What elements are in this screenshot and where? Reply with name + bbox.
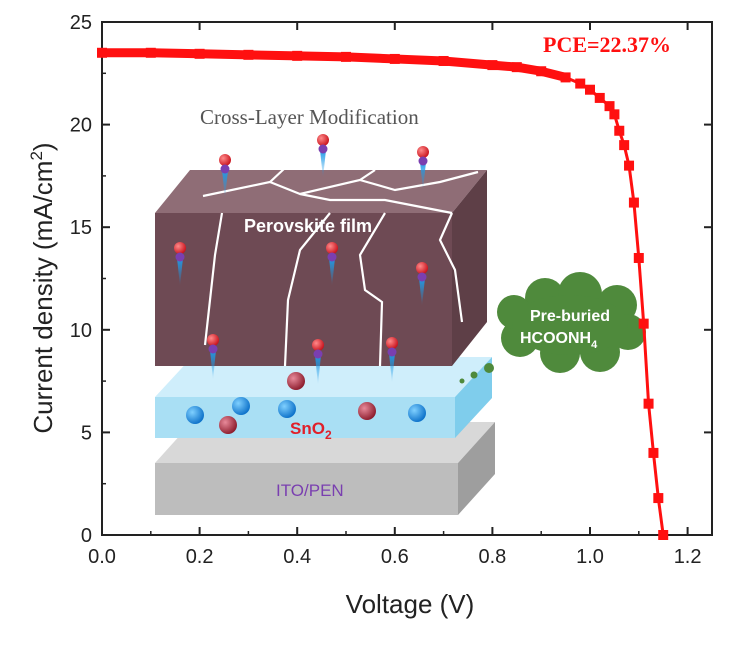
x-tick-label: 0.0 [88, 546, 116, 568]
jv-data-point [614, 125, 625, 136]
jv-data-point [643, 398, 654, 409]
jv-data-point [438, 55, 449, 66]
x-tick-label: 0.4 [283, 546, 311, 568]
perovskite-film-label: Perovskite film [244, 216, 372, 236]
jv-data-point [658, 530, 669, 540]
x-tick-label: 1.0 [576, 546, 604, 568]
jv-data-point [341, 51, 351, 62]
jv-data-point [292, 50, 303, 61]
jv-data-point [575, 78, 586, 89]
perovskite-layer [155, 167, 487, 367]
sno2-layer [155, 357, 492, 438]
y-tick-label: 15 [70, 217, 92, 239]
jv-data-point [604, 101, 615, 112]
jv-data-point [624, 160, 635, 171]
jv-data-point [194, 48, 205, 59]
jv-data-point [145, 47, 156, 58]
jv-data-point [628, 197, 639, 208]
y-axis-title: Current density (mA/cm2) [27, 142, 58, 433]
sno2-particles [186, 372, 426, 434]
y-tick-label: 5 [81, 422, 92, 444]
jv-data-point [511, 62, 522, 73]
y-tick-label: 25 [70, 12, 92, 34]
device-illustration [155, 134, 646, 515]
ito-pen-label: ITO/PEN [276, 481, 344, 500]
x-tick-label: 0.6 [381, 546, 409, 568]
y-tick-label: 0 [81, 525, 92, 547]
cloud-label-line1: Pre-buried [530, 308, 610, 325]
jv-data-point [594, 92, 605, 103]
y-tick-label: 20 [70, 115, 92, 137]
series-layer [97, 47, 669, 540]
y-axis-ticks: 0 5 10 15 20 25 [70, 12, 712, 547]
y-tick-label: 10 [70, 320, 92, 342]
hcoonh4-cloud [459, 272, 646, 384]
sno2-label: SnO2 [290, 419, 332, 442]
jv-data-point [243, 49, 254, 60]
x-tick-label: 0.8 [478, 546, 506, 568]
jv-data-point [487, 60, 498, 71]
inset-caption: Cross-Layer Modification [200, 105, 419, 129]
jv-data-point [536, 66, 547, 77]
jv-data-point [97, 47, 107, 58]
x-axis-title: Voltage (V) [346, 589, 475, 619]
jv-data-point [619, 140, 630, 151]
jv-data-point [638, 318, 649, 329]
jv-data-point [560, 72, 571, 83]
jv-data-point [653, 493, 664, 504]
jv-data-point [585, 84, 595, 95]
jv-data-point [633, 252, 644, 263]
jv-data-point [609, 109, 620, 120]
pce-annotation: PCE=22.37% [543, 32, 671, 57]
cloud-label-line2: HCOONH4 [520, 330, 598, 351]
x-tick-label: 1.2 [674, 546, 702, 568]
jv-data-point [648, 447, 659, 458]
x-tick-label: 0.2 [186, 546, 214, 568]
molecule-pins [174, 134, 429, 385]
jv-data-point [389, 53, 400, 64]
x-axis-ticks: 0.0 0.2 0.4 0.6 0.8 1.0 1.2 [88, 22, 702, 568]
